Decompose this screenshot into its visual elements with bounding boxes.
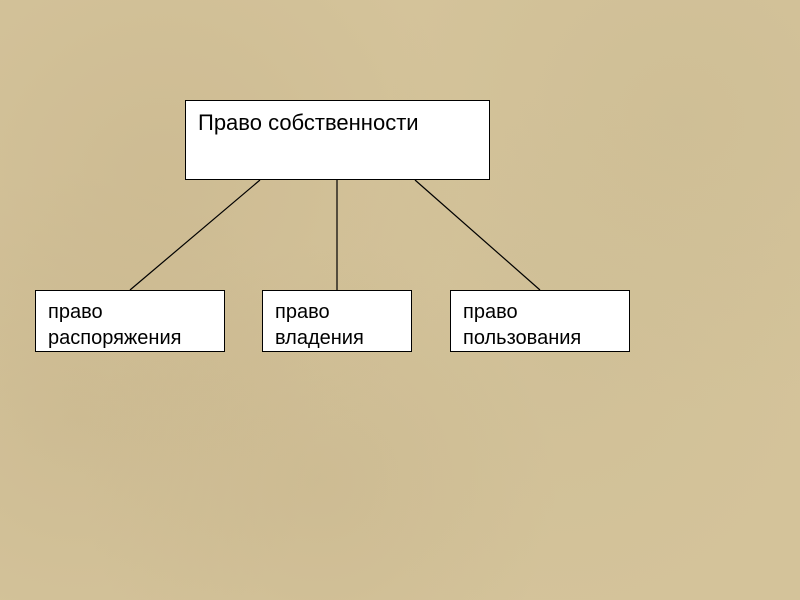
child-node-2: право владения [262, 290, 412, 352]
child-label: право распоряжения [48, 301, 181, 349]
child-label: право пользования [463, 301, 581, 349]
root-label: Право собственности [198, 110, 419, 135]
edge-line [415, 180, 540, 290]
child-node-1: право распоряжения [35, 290, 225, 352]
root-node: Право собственности [185, 100, 490, 180]
child-label: право владения [275, 301, 364, 349]
child-node-3: право пользования [450, 290, 630, 352]
edge-line [130, 180, 260, 290]
